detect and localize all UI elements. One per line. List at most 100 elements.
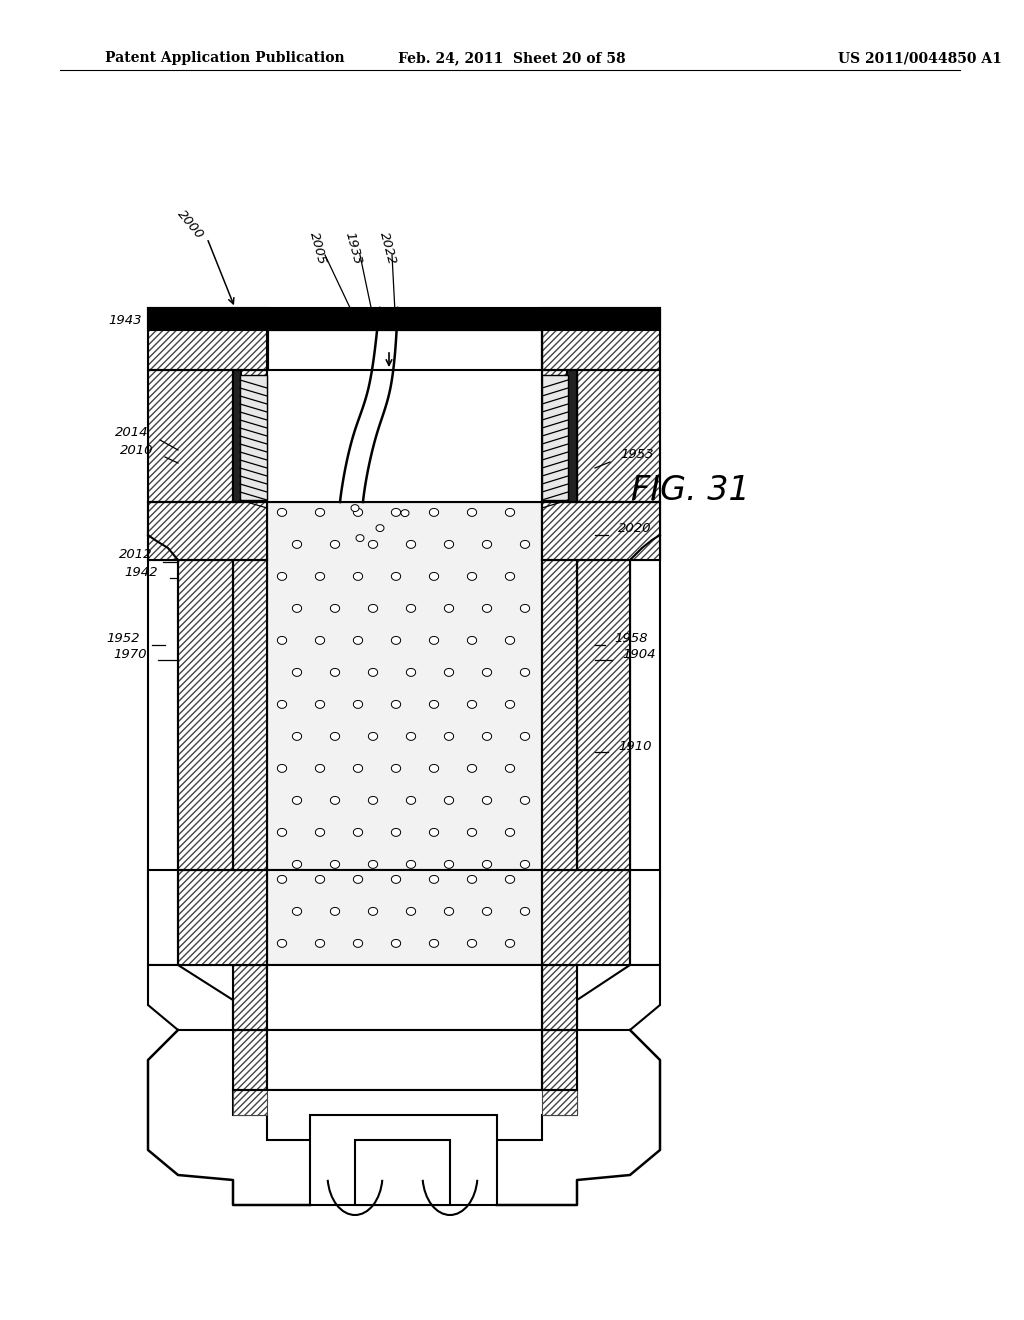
Polygon shape bbox=[506, 829, 515, 837]
Polygon shape bbox=[407, 733, 416, 741]
Polygon shape bbox=[467, 940, 476, 948]
Polygon shape bbox=[542, 375, 568, 500]
Polygon shape bbox=[315, 875, 325, 883]
Polygon shape bbox=[577, 965, 660, 1030]
Bar bbox=[542, 1090, 577, 1115]
Polygon shape bbox=[369, 861, 378, 869]
Polygon shape bbox=[429, 875, 438, 883]
Polygon shape bbox=[369, 605, 378, 612]
Polygon shape bbox=[506, 940, 515, 948]
Polygon shape bbox=[315, 764, 325, 772]
Polygon shape bbox=[467, 701, 476, 709]
Polygon shape bbox=[278, 764, 287, 772]
Polygon shape bbox=[353, 508, 362, 516]
Polygon shape bbox=[520, 540, 529, 548]
Bar bbox=[178, 560, 233, 870]
Polygon shape bbox=[506, 573, 515, 581]
Text: 2022: 2022 bbox=[378, 230, 398, 265]
Polygon shape bbox=[315, 829, 325, 837]
Polygon shape bbox=[429, 940, 438, 948]
Polygon shape bbox=[331, 907, 340, 915]
Text: Patent Application Publication: Patent Application Publication bbox=[105, 51, 345, 65]
Polygon shape bbox=[315, 940, 325, 948]
Polygon shape bbox=[444, 733, 454, 741]
Polygon shape bbox=[376, 524, 384, 532]
Bar bbox=[148, 308, 660, 330]
Text: 1904: 1904 bbox=[622, 648, 655, 661]
Polygon shape bbox=[293, 605, 302, 612]
Polygon shape bbox=[353, 573, 362, 581]
Polygon shape bbox=[391, 636, 400, 644]
Polygon shape bbox=[429, 701, 438, 709]
Polygon shape bbox=[331, 605, 340, 612]
Polygon shape bbox=[148, 870, 178, 965]
Polygon shape bbox=[278, 875, 287, 883]
Text: 1910: 1910 bbox=[618, 739, 651, 752]
Polygon shape bbox=[467, 508, 476, 516]
Bar bbox=[567, 370, 577, 502]
Polygon shape bbox=[331, 540, 340, 548]
Polygon shape bbox=[520, 796, 529, 804]
Polygon shape bbox=[353, 940, 362, 948]
Polygon shape bbox=[267, 330, 542, 502]
Polygon shape bbox=[407, 861, 416, 869]
Polygon shape bbox=[369, 733, 378, 741]
Polygon shape bbox=[506, 875, 515, 883]
Polygon shape bbox=[467, 764, 476, 772]
Text: 1943: 1943 bbox=[109, 314, 142, 326]
Polygon shape bbox=[267, 965, 542, 1030]
Polygon shape bbox=[506, 508, 515, 516]
Polygon shape bbox=[391, 875, 400, 883]
Text: 1958: 1958 bbox=[614, 631, 647, 644]
Polygon shape bbox=[369, 540, 378, 548]
Polygon shape bbox=[353, 636, 362, 644]
Polygon shape bbox=[467, 636, 476, 644]
Polygon shape bbox=[331, 668, 340, 676]
Polygon shape bbox=[630, 535, 660, 900]
Bar bbox=[233, 560, 267, 870]
Polygon shape bbox=[407, 540, 416, 548]
Polygon shape bbox=[351, 504, 359, 512]
Polygon shape bbox=[278, 940, 287, 948]
Polygon shape bbox=[315, 701, 325, 709]
Polygon shape bbox=[429, 508, 438, 516]
Bar bbox=[233, 370, 267, 502]
Bar bbox=[542, 870, 630, 965]
Polygon shape bbox=[278, 573, 287, 581]
Polygon shape bbox=[407, 605, 416, 612]
Polygon shape bbox=[369, 796, 378, 804]
Polygon shape bbox=[240, 375, 267, 500]
Polygon shape bbox=[293, 540, 302, 548]
Polygon shape bbox=[482, 540, 492, 548]
Polygon shape bbox=[630, 870, 660, 965]
Polygon shape bbox=[506, 636, 515, 644]
Polygon shape bbox=[278, 829, 287, 837]
Polygon shape bbox=[267, 870, 542, 965]
Polygon shape bbox=[520, 861, 529, 869]
Text: 2005: 2005 bbox=[307, 230, 329, 265]
Text: FIG. 31: FIG. 31 bbox=[631, 474, 750, 507]
Polygon shape bbox=[315, 636, 325, 644]
Polygon shape bbox=[148, 531, 178, 900]
Polygon shape bbox=[353, 875, 362, 883]
Bar bbox=[542, 370, 577, 502]
Polygon shape bbox=[520, 605, 529, 612]
Bar bbox=[233, 370, 241, 502]
Bar bbox=[542, 308, 660, 370]
Bar bbox=[233, 965, 267, 1030]
Polygon shape bbox=[391, 508, 400, 516]
Polygon shape bbox=[444, 540, 454, 548]
Polygon shape bbox=[353, 701, 362, 709]
Polygon shape bbox=[407, 668, 416, 676]
Polygon shape bbox=[520, 907, 529, 915]
Polygon shape bbox=[444, 796, 454, 804]
Polygon shape bbox=[369, 907, 378, 915]
Polygon shape bbox=[429, 573, 438, 581]
Text: US 2011/0044850 A1: US 2011/0044850 A1 bbox=[838, 51, 1001, 65]
Bar bbox=[148, 502, 267, 560]
Polygon shape bbox=[506, 701, 515, 709]
Bar bbox=[542, 560, 577, 870]
Polygon shape bbox=[293, 861, 302, 869]
Bar bbox=[178, 870, 267, 965]
Polygon shape bbox=[482, 605, 492, 612]
